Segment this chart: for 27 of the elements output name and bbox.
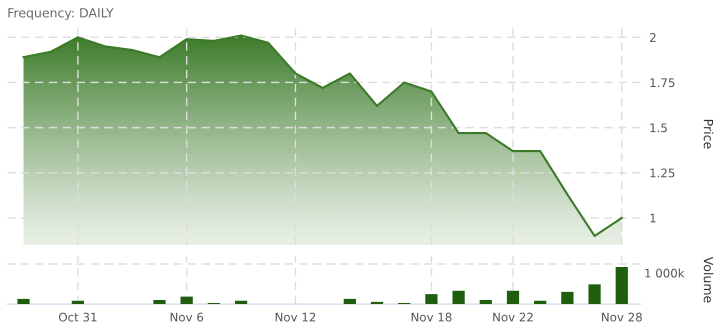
x-tick-label: Nov 28 — [602, 312, 642, 322]
y-axis-title: Price — [704, 120, 714, 149]
y-axis-title: Volume — [704, 256, 714, 303]
bar — [588, 284, 601, 304]
bar — [180, 296, 193, 304]
bar — [561, 292, 574, 304]
bar — [506, 290, 520, 304]
chart-title: Frequency: DAILY — [8, 8, 114, 20]
bar — [452, 290, 465, 304]
y-tick-label: 1.5 — [650, 124, 667, 132]
bar — [153, 300, 166, 304]
text: 1 000k — [645, 268, 685, 278]
y-tick-label: 1 — [650, 214, 656, 222]
bar — [17, 298, 30, 304]
y-tick-label: 2 — [650, 33, 656, 42]
x-tick-label: Nov 22 — [493, 312, 533, 322]
bar — [344, 298, 356, 304]
bar — [480, 300, 492, 304]
x-tick-label: Nov 12 — [276, 312, 316, 322]
y-tick-label: 1.75 — [650, 78, 674, 88]
x-tick-label: Oct 31 — [58, 312, 96, 322]
bar — [616, 266, 628, 304]
y-tick-label: 1.25 — [650, 168, 674, 178]
x-tick-label: Nov 6 — [170, 312, 204, 322]
bar — [534, 300, 546, 304]
bar — [425, 294, 438, 304]
x-tick-label: Nov 18 — [412, 312, 452, 322]
